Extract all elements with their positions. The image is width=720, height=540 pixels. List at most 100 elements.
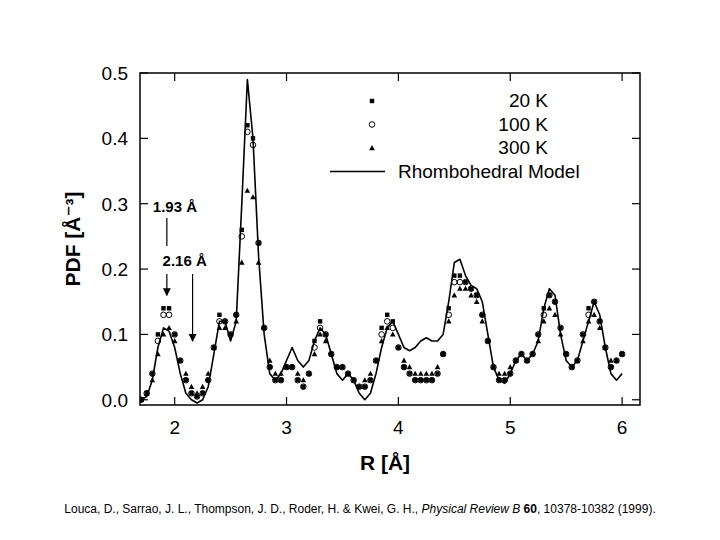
data-point bbox=[289, 364, 295, 370]
x-tick bbox=[622, 397, 623, 405]
data-point bbox=[418, 371, 424, 376]
data-point bbox=[184, 378, 188, 382]
annotation-arrow bbox=[192, 274, 193, 341]
legend-label: 100 K bbox=[498, 114, 548, 135]
data-point bbox=[384, 319, 390, 325]
data-point bbox=[457, 279, 463, 285]
y-tick bbox=[140, 334, 148, 335]
data-point bbox=[402, 365, 406, 369]
data-point bbox=[419, 378, 423, 382]
legend-label: 20 K bbox=[509, 90, 548, 111]
data-point bbox=[479, 318, 485, 323]
data-point bbox=[620, 352, 624, 356]
data-point bbox=[619, 351, 625, 356]
data-point bbox=[396, 345, 402, 351]
citation-journal: Physical Review B bbox=[422, 502, 524, 516]
y-tick-label: 0.5 bbox=[102, 63, 128, 84]
data-point bbox=[245, 188, 251, 193]
annotation-arrow bbox=[166, 274, 167, 295]
data-point bbox=[619, 351, 625, 357]
data-point bbox=[368, 378, 372, 382]
data-point bbox=[418, 377, 424, 383]
y-tick-label: 0.0 bbox=[102, 390, 128, 411]
y-tick bbox=[140, 72, 148, 73]
citation-pages: , 10378-10382 (1999). bbox=[537, 502, 656, 516]
model-line bbox=[141, 80, 622, 404]
data-point bbox=[374, 358, 378, 362]
data-point bbox=[189, 390, 195, 396]
data-point bbox=[172, 332, 176, 336]
y-tick-right bbox=[632, 72, 640, 73]
data-point bbox=[407, 371, 411, 375]
data-point bbox=[440, 351, 446, 357]
data-point bbox=[189, 391, 193, 395]
plot-frame bbox=[140, 73, 640, 405]
legend-marker bbox=[370, 99, 374, 103]
y-tick-right bbox=[632, 334, 640, 335]
data-point bbox=[301, 384, 307, 390]
data-point bbox=[217, 313, 221, 317]
data-point bbox=[614, 358, 620, 363]
data-point bbox=[401, 358, 407, 363]
x-tick-label: 5 bbox=[505, 417, 516, 438]
y-tick-right bbox=[632, 268, 640, 269]
x-tick-label: 2 bbox=[169, 417, 180, 438]
x-tick-top bbox=[510, 73, 511, 81]
legend-marker bbox=[369, 122, 375, 128]
data-point bbox=[424, 377, 430, 383]
x-tick-label: 6 bbox=[617, 417, 628, 438]
data-point bbox=[161, 312, 167, 318]
x-tick-top bbox=[398, 73, 399, 81]
y-tick-label: 0.4 bbox=[102, 128, 129, 149]
data-point bbox=[401, 364, 407, 370]
data-point bbox=[189, 384, 195, 389]
x-tick bbox=[510, 397, 511, 405]
legend-label: Rhombohedral Model bbox=[398, 161, 580, 182]
data-point bbox=[614, 358, 620, 364]
data-point bbox=[474, 299, 480, 304]
plot-area bbox=[140, 80, 625, 404]
data-point bbox=[363, 385, 367, 389]
data-point bbox=[295, 377, 301, 383]
y-tick-right bbox=[632, 203, 640, 204]
data-point bbox=[290, 365, 294, 369]
data-point bbox=[396, 345, 400, 349]
data-point bbox=[413, 378, 417, 382]
citation: Louca, D., Sarrao, J. L., Thompson, J. D… bbox=[64, 502, 655, 516]
data-point bbox=[429, 371, 435, 376]
y-tick-label: 0.3 bbox=[102, 194, 128, 215]
data-point bbox=[340, 364, 346, 370]
data-point bbox=[183, 371, 189, 376]
data-point bbox=[441, 352, 445, 356]
data-point bbox=[424, 371, 430, 376]
data-point bbox=[430, 378, 434, 382]
y-axis-label: PDF [Å⁻³] bbox=[61, 191, 84, 286]
legend-marker bbox=[369, 145, 375, 150]
data-point bbox=[340, 365, 344, 369]
data-point bbox=[390, 331, 396, 336]
y-tick bbox=[140, 138, 148, 139]
data-point bbox=[273, 371, 279, 376]
data-point bbox=[379, 332, 385, 338]
chart: 234560.00.10.20.30.40.520 K100 K300 KRho… bbox=[0, 0, 720, 540]
data-point bbox=[591, 312, 597, 317]
data-point bbox=[301, 377, 307, 382]
data-point bbox=[301, 385, 305, 389]
data-point bbox=[586, 306, 590, 310]
y-tick-right bbox=[632, 399, 640, 400]
annotation-line bbox=[166, 218, 167, 246]
x-tick bbox=[398, 397, 399, 405]
data-point bbox=[166, 312, 172, 318]
data-point bbox=[167, 306, 171, 310]
y-tick-label: 0.2 bbox=[102, 259, 128, 280]
y-tick-label: 0.1 bbox=[102, 324, 128, 345]
data-point bbox=[161, 306, 165, 310]
data-point bbox=[362, 377, 368, 382]
data-point bbox=[614, 358, 618, 362]
legend: 20 K100 K300 KRhombohedral Model bbox=[330, 90, 580, 182]
data-point bbox=[194, 390, 200, 395]
y-tick bbox=[140, 203, 148, 204]
data-point bbox=[306, 371, 312, 377]
data-point bbox=[458, 273, 462, 277]
data-point bbox=[156, 332, 160, 336]
